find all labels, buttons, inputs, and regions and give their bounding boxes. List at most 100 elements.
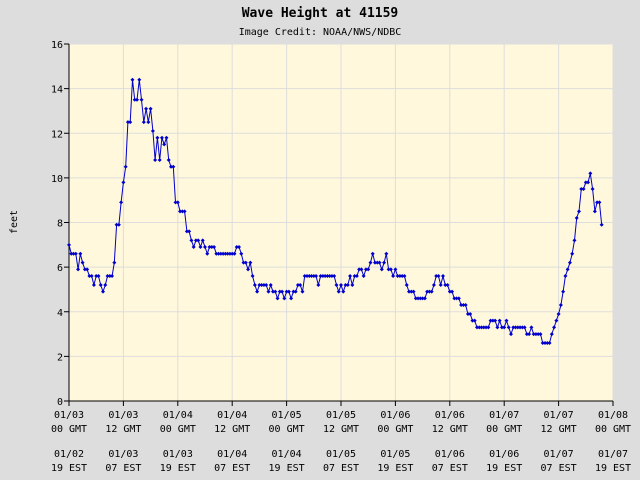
data-point — [395, 274, 400, 279]
data-point — [173, 200, 178, 205]
axes — [64, 43, 614, 406]
data-point — [187, 229, 192, 234]
data-point — [461, 303, 466, 308]
data-point — [223, 251, 228, 256]
data-point — [509, 332, 513, 337]
data-point — [477, 325, 482, 330]
data-point — [105, 274, 110, 279]
data-point — [431, 282, 436, 287]
data-point — [373, 260, 377, 265]
data-point — [289, 296, 294, 301]
data-point — [438, 282, 443, 287]
data-point — [454, 296, 459, 301]
data-point — [234, 245, 239, 250]
data-point — [497, 318, 502, 323]
data-point — [316, 282, 321, 287]
data-point — [141, 120, 146, 125]
data-point — [595, 200, 600, 205]
data-point — [71, 251, 76, 256]
data-point — [130, 77, 135, 82]
data-point — [554, 318, 559, 323]
data-point — [293, 289, 298, 294]
data-point — [137, 77, 142, 82]
data-point — [150, 129, 155, 134]
data-point — [479, 325, 484, 330]
data-point — [139, 97, 144, 102]
y-tick-label: 0 — [57, 397, 63, 408]
data-point — [441, 274, 445, 279]
data-point — [416, 296, 421, 301]
x-tick-label-est: 01/04 — [217, 449, 247, 460]
data-point — [73, 251, 78, 256]
data-point — [393, 267, 398, 272]
x-tick-label-gmt: 01/08 — [598, 410, 628, 421]
data-point — [531, 332, 536, 337]
data-point — [574, 216, 579, 221]
x-tick-label-est: 01/05 — [380, 449, 410, 460]
data-point — [237, 245, 241, 250]
data-point — [558, 303, 563, 308]
data-point — [336, 289, 341, 294]
x-tick-label-gmt: 01/05 — [272, 410, 302, 421]
data-point — [470, 318, 475, 323]
data-point — [309, 274, 314, 279]
data-point — [162, 142, 167, 147]
x-tick-label-gmt: 01/07 — [489, 410, 519, 421]
data-point — [153, 158, 158, 163]
data-point — [547, 340, 552, 345]
data-point — [597, 200, 602, 205]
x-tick-label-gmt: 01/03 — [54, 410, 84, 421]
data-point — [391, 274, 396, 279]
data-point — [180, 209, 185, 214]
data-point — [345, 282, 350, 287]
data-point — [443, 282, 448, 287]
data-point — [255, 289, 260, 294]
x-tick-label-est: 07 EST — [541, 463, 577, 474]
data-point — [368, 260, 373, 265]
data-point — [579, 187, 584, 192]
data-point — [76, 267, 81, 272]
data-point — [178, 209, 183, 214]
data-point — [273, 289, 278, 294]
data-point — [522, 325, 527, 330]
x-tick-label-gmt: 01/06 — [380, 410, 410, 421]
data-point — [107, 274, 112, 279]
data-point — [352, 274, 357, 279]
data-point — [144, 106, 149, 111]
x-tick-label-est: 19 EST — [377, 463, 413, 474]
chart-subtitle: Image Credit: NOAA/NWS/NDBC — [239, 27, 402, 38]
data-point — [434, 274, 439, 279]
x-tick-label-gmt: 00 GMT — [595, 424, 631, 435]
data-point — [524, 332, 529, 337]
data-point — [481, 325, 486, 330]
data-point — [445, 282, 450, 287]
series-layer — [67, 77, 604, 345]
data-point — [96, 274, 101, 279]
x-tick-label-gmt: 00 GMT — [160, 424, 196, 435]
x-tick-label-est: 07 EST — [105, 463, 141, 474]
x-tick-label-gmt: 01/05 — [326, 410, 356, 421]
data-point — [110, 274, 115, 279]
data-point — [583, 180, 588, 185]
data-point — [565, 267, 570, 272]
data-point — [80, 260, 85, 265]
data-point — [409, 289, 414, 294]
data-point — [549, 332, 554, 337]
data-point — [465, 311, 470, 316]
data-point — [363, 267, 368, 272]
data-point — [533, 332, 538, 337]
data-point — [182, 209, 187, 214]
data-point — [586, 180, 591, 185]
data-point — [166, 158, 171, 163]
data-point — [332, 274, 337, 279]
data-point — [484, 325, 489, 330]
data-point — [125, 120, 130, 125]
data-point — [370, 251, 375, 256]
data-point — [257, 282, 262, 287]
data-point — [193, 238, 198, 243]
data-point — [227, 251, 232, 256]
data-point — [318, 274, 323, 279]
data-point — [112, 260, 117, 265]
data-point — [397, 274, 402, 279]
